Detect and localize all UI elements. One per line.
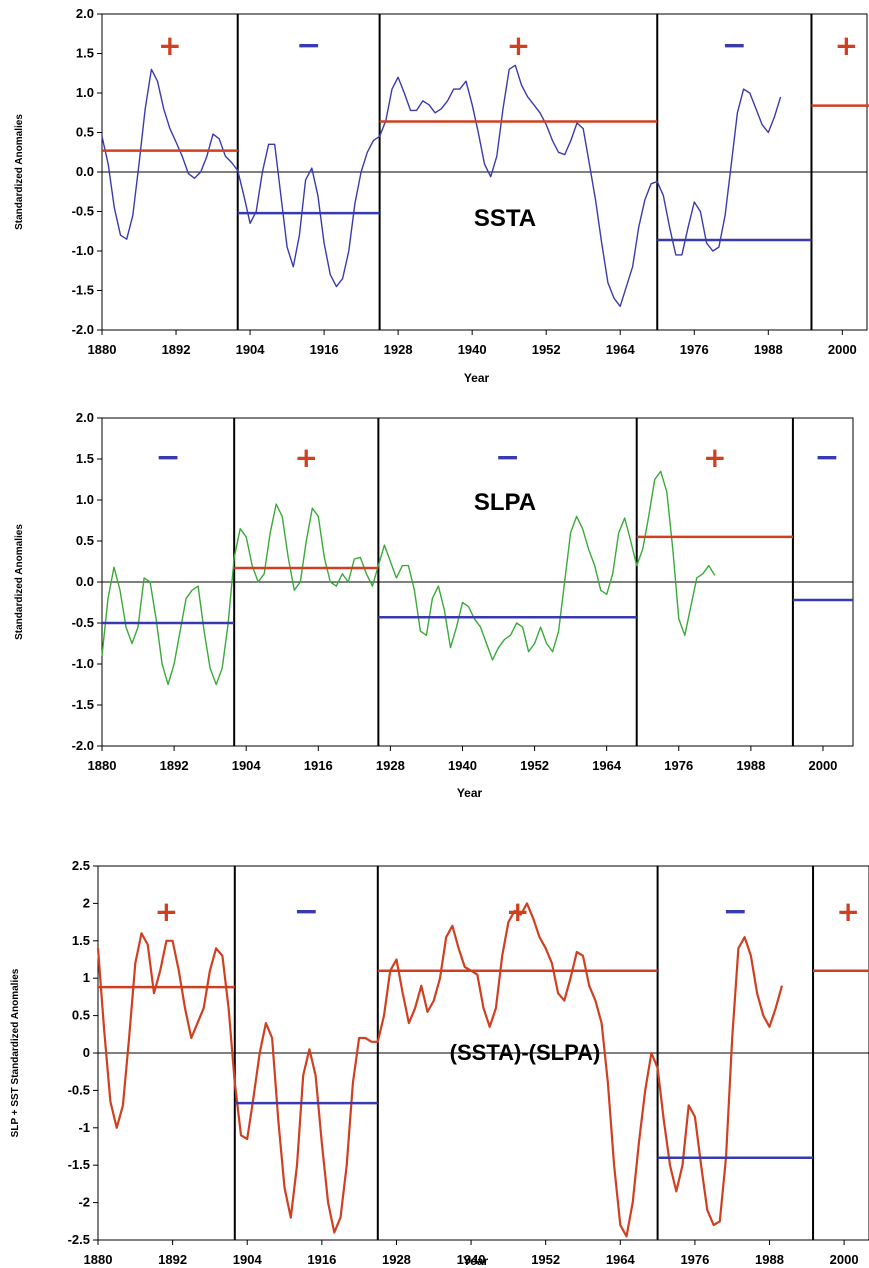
x-axis-label: Year — [457, 786, 483, 800]
minus-sign-marker: − — [495, 440, 520, 475]
minus-sign-marker: − — [296, 28, 321, 63]
y-tick-label: 2.0 — [76, 6, 94, 21]
chart-3: 2.5 2 1.5 1 0.5 0 -0.5 -1 -1.5 -2 -2.5 1880 1892 1904… — [10, 858, 869, 1268]
plus-sign-marker: + — [155, 895, 178, 928]
x-tick-label: 1916 — [310, 342, 339, 357]
y-tick-label: -0.5 — [68, 1082, 90, 1097]
y-tick-label: 1.5 — [72, 933, 90, 948]
y-tick-label: -2.0 — [72, 322, 94, 337]
x-tick-label: 2000 — [808, 758, 837, 773]
y-tick-label: -2.0 — [72, 738, 94, 753]
series-line — [101, 470, 716, 686]
series-line — [96, 902, 784, 1238]
y-tick-label: 1 — [83, 970, 90, 985]
chart-2: 2.0 1.5 1.0 0.5 0.0 -0.5 -1.0 -1.5 -2.0 1880 1892 1… — [14, 410, 854, 800]
y-tick-label: -1 — [78, 1120, 90, 1135]
y-tick-label: 0.0 — [76, 574, 94, 589]
x-tick-label: 1928 — [384, 342, 413, 357]
y-tick-label: 1.0 — [76, 85, 94, 100]
x-tick-label: 1904 — [233, 1252, 263, 1267]
x-tick-label: 1964 — [606, 1252, 636, 1267]
minus-sign-marker: − — [723, 894, 748, 929]
chart-annotation: SLPA — [474, 489, 536, 516]
plus-sign-marker: + — [295, 441, 318, 474]
chart-annotation: SSTA — [474, 205, 536, 232]
x-tick-label: 1916 — [304, 758, 333, 773]
x-tick-label: 1976 — [680, 1252, 709, 1267]
y-tick-label: 1.5 — [76, 451, 94, 466]
x-tick-label: 1952 — [531, 1252, 560, 1267]
minus-sign-marker: − — [722, 28, 747, 63]
y-axis-label: Standardized Anomalies — [14, 114, 25, 230]
x-axis-label: Year — [463, 1254, 489, 1268]
plus-sign-marker: + — [506, 895, 529, 928]
x-tick-label: 1928 — [376, 758, 405, 773]
x-tick-label: 1892 — [158, 1252, 187, 1267]
x-tick-label: 1904 — [236, 342, 266, 357]
chart-annotation: (SSTA)-(SLPA) — [450, 1040, 601, 1065]
x-tick-label: 1940 — [448, 758, 477, 773]
y-tick-label: 0.5 — [76, 533, 94, 548]
x-tick-label: 1988 — [754, 342, 783, 357]
x-tick-label: 1940 — [458, 342, 487, 357]
x-tick-label: 1880 — [84, 1252, 113, 1267]
x-axis-label: Year — [464, 371, 490, 385]
minus-sign-marker: − — [294, 894, 319, 929]
y-tick-label: -1.0 — [72, 656, 94, 671]
y-tick-label: 1.0 — [76, 492, 94, 507]
y-tick-label: 0.5 — [72, 1008, 90, 1023]
chart-1: 2.0 1.5 1.0 0.5 0.0 -0.5 -1.0 -1.5 -2.0 1880 1892 1… — [14, 6, 869, 385]
x-tick-label: 1916 — [307, 1252, 336, 1267]
x-tick-label: 2000 — [830, 1252, 859, 1267]
minus-sign-marker: − — [814, 440, 839, 475]
x-tick-label: 1964 — [606, 342, 636, 357]
y-tick-label: 0 — [83, 1045, 90, 1060]
y-tick-label: 0.0 — [76, 164, 94, 179]
y-tick-label: 1.5 — [76, 46, 94, 61]
y-axis-label: SLP + SST Standardized Anomalies — [10, 968, 21, 1137]
plus-sign-marker: + — [703, 441, 726, 474]
x-tick-label: 1988 — [755, 1252, 784, 1267]
y-tick-label: 2.0 — [76, 410, 94, 425]
y-tick-label: -1.5 — [72, 283, 94, 298]
x-tick-label: 1952 — [520, 758, 549, 773]
y-tick-label: -1.5 — [72, 697, 94, 712]
x-tick-label: 1988 — [736, 758, 765, 773]
plus-sign-marker: + — [507, 29, 530, 62]
y-tick-label: -1.0 — [72, 243, 94, 258]
plus-sign-marker: + — [158, 29, 181, 62]
series-line — [101, 64, 782, 307]
y-tick-label: -0.5 — [72, 204, 94, 219]
x-tick-label: 1892 — [160, 758, 189, 773]
x-tick-label: 1904 — [232, 758, 262, 773]
y-tick-label: -2.5 — [68, 1232, 90, 1247]
x-tick-label: 1940 — [457, 1252, 486, 1267]
y-tick-label: -1.5 — [68, 1157, 90, 1172]
y-tick-label: 2 — [83, 895, 90, 910]
x-tick-label: 1976 — [664, 758, 693, 773]
plus-sign-marker: + — [836, 895, 859, 928]
y-tick-label: 0.5 — [76, 125, 94, 140]
y-tick-label: -0.5 — [72, 615, 94, 630]
x-tick-label: 1976 — [680, 342, 709, 357]
y-tick-label: -2 — [78, 1195, 90, 1210]
y-axis-label: Standardized Anomalies — [14, 524, 25, 640]
minus-sign-marker: − — [156, 440, 181, 475]
x-tick-label: 1880 — [88, 342, 117, 357]
x-tick-label: 1892 — [162, 342, 191, 357]
x-tick-label: 1928 — [382, 1252, 411, 1267]
plus-sign-marker: + — [835, 29, 858, 62]
x-tick-label: 2000 — [828, 342, 857, 357]
x-tick-label: 1952 — [532, 342, 561, 357]
x-tick-label: 1880 — [88, 758, 117, 773]
x-tick-label: 1964 — [592, 758, 622, 773]
y-tick-label: 2.5 — [72, 858, 90, 873]
